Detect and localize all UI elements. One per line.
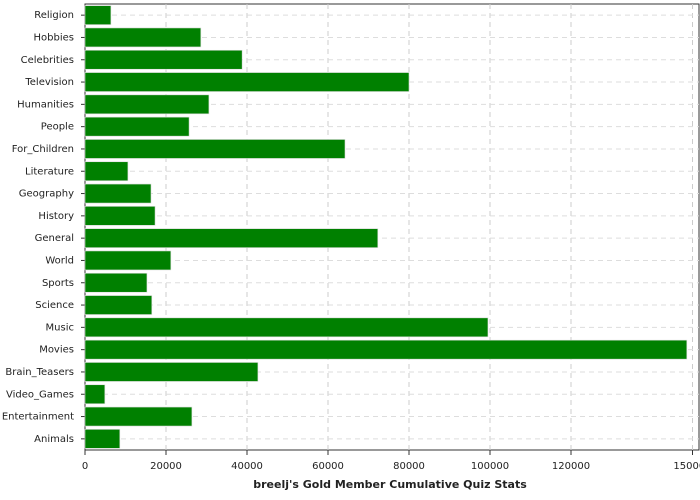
x-tick-label: 120000 bbox=[552, 461, 590, 472]
plot-area bbox=[84, 3, 700, 451]
bar bbox=[84, 94, 210, 115]
y-tick-label: For_Children bbox=[12, 144, 74, 155]
bar bbox=[84, 183, 152, 204]
y-tick-label: Religion bbox=[34, 10, 74, 21]
bar bbox=[84, 272, 148, 293]
x-axis-title: breelj's Gold Member Cumulative Quiz Sta… bbox=[253, 478, 527, 491]
bar bbox=[84, 72, 410, 92]
bar bbox=[84, 5, 112, 25]
y-tick-label: Music bbox=[46, 322, 74, 333]
y-tick-label: Hobbies bbox=[34, 32, 74, 43]
bar bbox=[84, 406, 193, 427]
y-tick-label: General bbox=[35, 233, 74, 244]
y-tick-label: Science bbox=[35, 300, 74, 311]
bar bbox=[84, 429, 121, 449]
x-tick-label: 60000 bbox=[312, 461, 344, 472]
bar bbox=[84, 384, 106, 405]
y-tick-label: History bbox=[38, 211, 74, 222]
y-tick-label: Celebrities bbox=[21, 55, 74, 66]
y-tick-label: Movies bbox=[39, 345, 74, 356]
bar bbox=[84, 339, 688, 360]
x-tick-label: 80000 bbox=[393, 461, 425, 472]
bar bbox=[84, 49, 243, 70]
y-tick-label: Geography bbox=[19, 189, 74, 200]
x-tick-label: 40000 bbox=[231, 461, 263, 472]
bar bbox=[84, 206, 156, 226]
x-tick-label: 20000 bbox=[150, 461, 182, 472]
y-tick-label: Video_Games bbox=[6, 389, 74, 400]
bar bbox=[84, 27, 202, 48]
bar bbox=[84, 161, 129, 182]
bar bbox=[84, 362, 259, 382]
bar bbox=[84, 228, 379, 248]
y-tick-label: World bbox=[45, 255, 74, 266]
x-tick-label: 100000 bbox=[471, 461, 509, 472]
bar bbox=[84, 250, 172, 271]
x-tick-label: 0 bbox=[82, 461, 88, 472]
y-tick-label: Literature bbox=[25, 166, 74, 177]
y-tick-label: Entertainment bbox=[2, 412, 74, 423]
x-tick-label: 150000 bbox=[673, 461, 700, 472]
y-tick-label: Sports bbox=[42, 278, 74, 289]
bar bbox=[84, 317, 489, 338]
bar bbox=[84, 116, 190, 137]
y-tick-label: Television bbox=[24, 77, 74, 88]
bar bbox=[84, 139, 346, 159]
y-tick-label: Brain_Teasers bbox=[5, 367, 74, 378]
y-tick-label: People bbox=[41, 122, 74, 133]
y-tick-label: Animals bbox=[34, 434, 74, 445]
y-tick-label: Humanities bbox=[17, 99, 74, 110]
bar bbox=[84, 295, 153, 315]
